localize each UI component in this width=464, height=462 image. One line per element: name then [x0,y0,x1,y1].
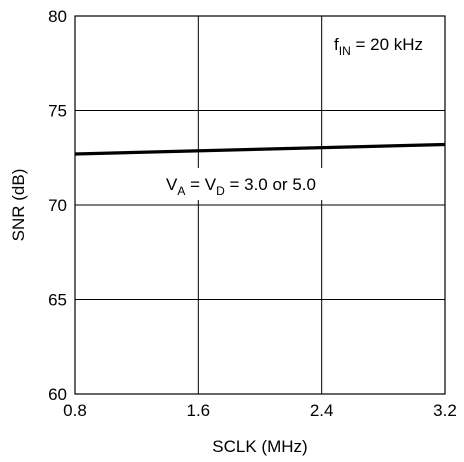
annot-fin-main: f [334,35,339,54]
annot-s1: A [177,184,185,198]
x-tick-label: 3.2 [433,401,457,420]
x-tick-label: 1.6 [187,401,211,420]
plot-area-frame [74,15,446,395]
y-tick-labels: 60 65 70 75 80 [48,7,67,404]
x-axis-title: SCLK (MHz) [212,437,307,456]
snr-series-line [74,142,446,156]
y-tick-label: 75 [48,102,67,121]
annot-mid: = V [185,175,216,194]
svg-text:VA = VD = 3.0 or 5.0: VA = VD = 3.0 or 5.0 [166,175,316,198]
x-tick-labels: 0.8 1.6 2.4 3.2 [63,401,457,420]
annot-s2: D [216,184,225,198]
annot-fin-rest: = 20 kHz [351,35,423,54]
x-tick-label: 2.4 [310,401,334,420]
frequency-annotation: fIN = 20 kHz [330,26,442,64]
y-tick-label: 80 [48,7,67,26]
grid [74,15,446,395]
annot-fin-sub: IN [339,44,351,58]
y-tick-label: 70 [48,196,67,215]
y-tick-label: 65 [48,291,67,310]
x-tick-label: 0.8 [63,401,87,420]
series-group [74,142,446,156]
y-tick-label: 60 [48,385,67,404]
annot-v1: V [166,175,178,194]
y-axis-title: SNR (dB) [9,169,28,242]
supply-annotation: VA = VD = 3.0 or 5.0 [164,168,360,200]
svg-text:fIN = 20 kHz: fIN = 20 kHz [334,35,423,58]
annot-rest: = 3.0 or 5.0 [225,175,316,194]
